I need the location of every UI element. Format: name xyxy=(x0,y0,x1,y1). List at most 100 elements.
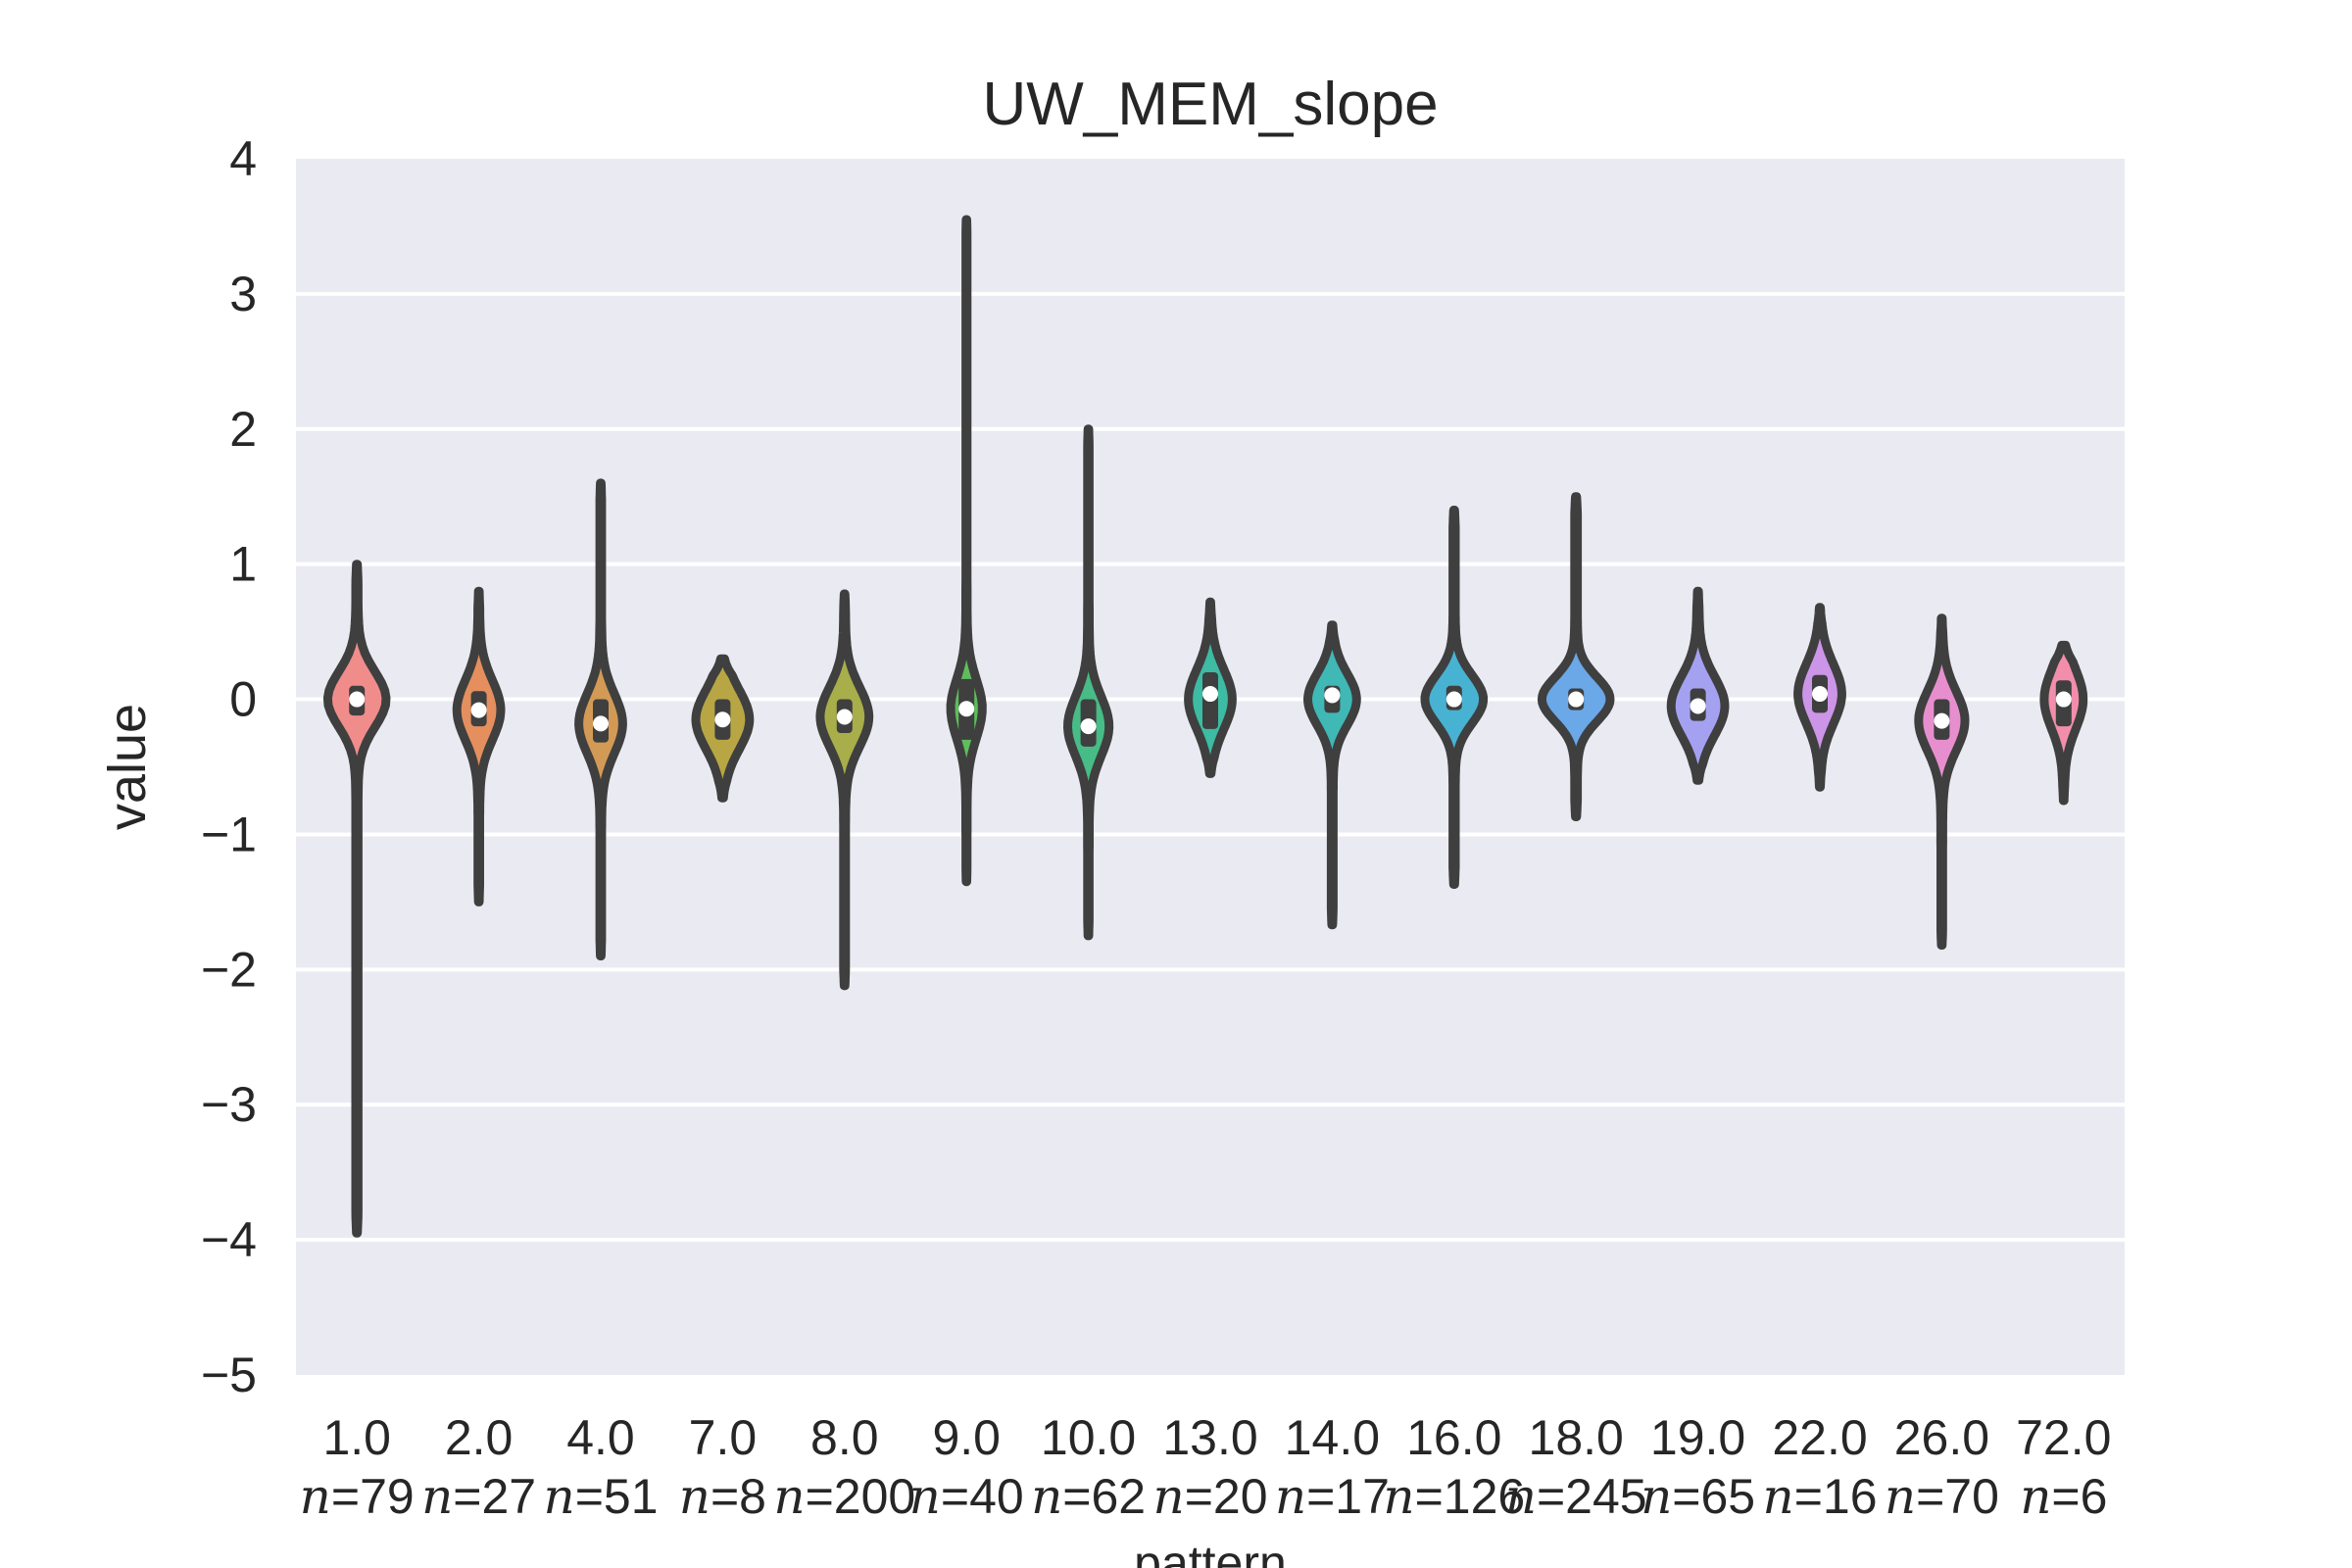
count-value: =17 xyxy=(1306,1469,1390,1524)
x-tick-label: 7.0 xyxy=(689,1410,758,1465)
x-tick-count-label: n=20 xyxy=(1152,1468,1267,1525)
count-value: =40 xyxy=(941,1469,1024,1524)
violin-9.0 xyxy=(946,215,987,887)
median-point-8.0 xyxy=(836,709,853,725)
y-tick-label: −4 xyxy=(201,1212,257,1267)
x-tick-label: 8.0 xyxy=(810,1410,879,1465)
y-tick-label: 2 xyxy=(229,402,257,457)
violin-18.0 xyxy=(1537,492,1615,821)
x-tick-label: 9.0 xyxy=(932,1410,1001,1465)
x-tick-count-label: n=8 xyxy=(679,1468,766,1525)
x-tick-label: 22.0 xyxy=(1772,1410,1867,1465)
median-point-1.0 xyxy=(349,691,366,708)
count-prefix: n xyxy=(1505,1468,1537,1525)
count-value: =245 xyxy=(1537,1469,1647,1524)
count-prefix: n xyxy=(909,1468,941,1525)
median-point-14.0 xyxy=(1324,687,1341,704)
y-tick-label: −3 xyxy=(201,1077,257,1132)
median-point-26.0 xyxy=(1934,712,1950,729)
x-tick-count-label: n=6 xyxy=(2020,1468,2107,1525)
count-value: =51 xyxy=(575,1469,659,1524)
median-point-4.0 xyxy=(593,715,609,732)
count-value: =6 xyxy=(2051,1469,2107,1524)
count-prefix: n xyxy=(1762,1468,1793,1525)
violin-26.0 xyxy=(1914,613,1970,950)
x-tick-count-label: n=79 xyxy=(300,1468,415,1525)
x-tick-count-label: n=17 xyxy=(1275,1468,1390,1525)
y-tick-label: 3 xyxy=(229,267,257,321)
y-tick-label: −1 xyxy=(201,807,257,861)
x-tick-count-label: n=70 xyxy=(1885,1468,1999,1525)
count-prefix: n xyxy=(1152,1468,1184,1525)
x-tick-count-label: n=27 xyxy=(421,1468,536,1525)
count-value: =62 xyxy=(1062,1469,1146,1524)
count-prefix: n xyxy=(1031,1468,1062,1525)
violin-1.0 xyxy=(322,560,391,1238)
median-point-72.0 xyxy=(2055,691,2072,708)
x-tick-label: 10.0 xyxy=(1041,1410,1136,1465)
count-value: =79 xyxy=(331,1469,415,1524)
median-point-19.0 xyxy=(1690,698,1706,714)
x-tick-count-label: n=62 xyxy=(1031,1468,1146,1525)
y-tick-label: 0 xyxy=(229,672,257,727)
count-prefix: n xyxy=(1641,1468,1672,1525)
x-tick-count-label: n=16 xyxy=(1762,1468,1877,1525)
count-prefix: n xyxy=(1383,1468,1414,1525)
count-prefix: n xyxy=(773,1468,805,1525)
median-point-9.0 xyxy=(958,701,975,717)
count-prefix: n xyxy=(421,1468,453,1525)
violin-10.0 xyxy=(1063,424,1114,941)
x-tick-label: 19.0 xyxy=(1650,1410,1745,1465)
x-tick-label: 26.0 xyxy=(1894,1410,1989,1465)
x-tick-label: 2.0 xyxy=(445,1410,514,1465)
violins xyxy=(322,215,2088,1238)
y-axis-label: value xyxy=(98,704,157,830)
count-prefix: n xyxy=(1275,1468,1306,1525)
median-point-13.0 xyxy=(1202,686,1218,703)
chart-title: UW_MEM_slope xyxy=(982,71,1438,138)
count-value: =20 xyxy=(1185,1469,1268,1524)
count-prefix: n xyxy=(1885,1468,1916,1525)
count-value: =126 xyxy=(1415,1469,1526,1524)
x-tick-label: 14.0 xyxy=(1285,1410,1380,1465)
count-prefix: n xyxy=(300,1468,331,1525)
count-value: =8 xyxy=(710,1469,766,1524)
x-tick-count-label: n=40 xyxy=(909,1468,1024,1525)
x-tick-count-label: n=200 xyxy=(773,1468,915,1525)
y-tick-label: −5 xyxy=(201,1348,257,1402)
x-tick-count-label: n=51 xyxy=(543,1468,658,1525)
violin-8.0 xyxy=(815,589,874,991)
count-value: =65 xyxy=(1672,1469,1755,1524)
median-point-16.0 xyxy=(1446,691,1462,708)
x-tick-labels: 1.0n=792.0n=274.0n=517.0n=88.0n=2009.0n=… xyxy=(300,1410,2112,1525)
violin-19.0 xyxy=(1666,586,1730,785)
y-tick-labels: 4 3 2 1 0 −1 −2 −3 −4 −5 xyxy=(201,131,257,1402)
x-tick-label: 18.0 xyxy=(1529,1410,1624,1465)
violin-14.0 xyxy=(1303,620,1361,930)
median-point-7.0 xyxy=(714,711,731,728)
count-prefix: n xyxy=(543,1468,574,1525)
median-point-18.0 xyxy=(1568,691,1585,708)
count-prefix: n xyxy=(2020,1468,2051,1525)
x-tick-count-label: n=245 xyxy=(1505,1468,1647,1525)
count-value: =70 xyxy=(1916,1469,1999,1524)
violin-2.0 xyxy=(452,586,506,906)
x-tick-count-label: n=65 xyxy=(1641,1468,1755,1525)
x-tick-label: 4.0 xyxy=(566,1410,635,1465)
x-tick-label: 1.0 xyxy=(322,1410,391,1465)
x-tick-label: 13.0 xyxy=(1162,1410,1257,1465)
x-tick-label: 16.0 xyxy=(1406,1410,1501,1465)
count-value: =200 xyxy=(806,1469,916,1524)
median-point-22.0 xyxy=(1812,686,1828,703)
x-tick-label: 72.0 xyxy=(2016,1410,2111,1465)
count-value: =16 xyxy=(1794,1469,1878,1524)
x-tick-count-label: n=126 xyxy=(1383,1468,1525,1525)
y-tick-label: −2 xyxy=(201,942,257,997)
y-tick-label: 1 xyxy=(229,537,257,592)
count-value: =27 xyxy=(453,1469,536,1524)
y-tick-label: 4 xyxy=(229,131,257,186)
median-point-10.0 xyxy=(1080,718,1097,735)
median-point-2.0 xyxy=(470,702,487,718)
count-prefix: n xyxy=(679,1468,710,1525)
